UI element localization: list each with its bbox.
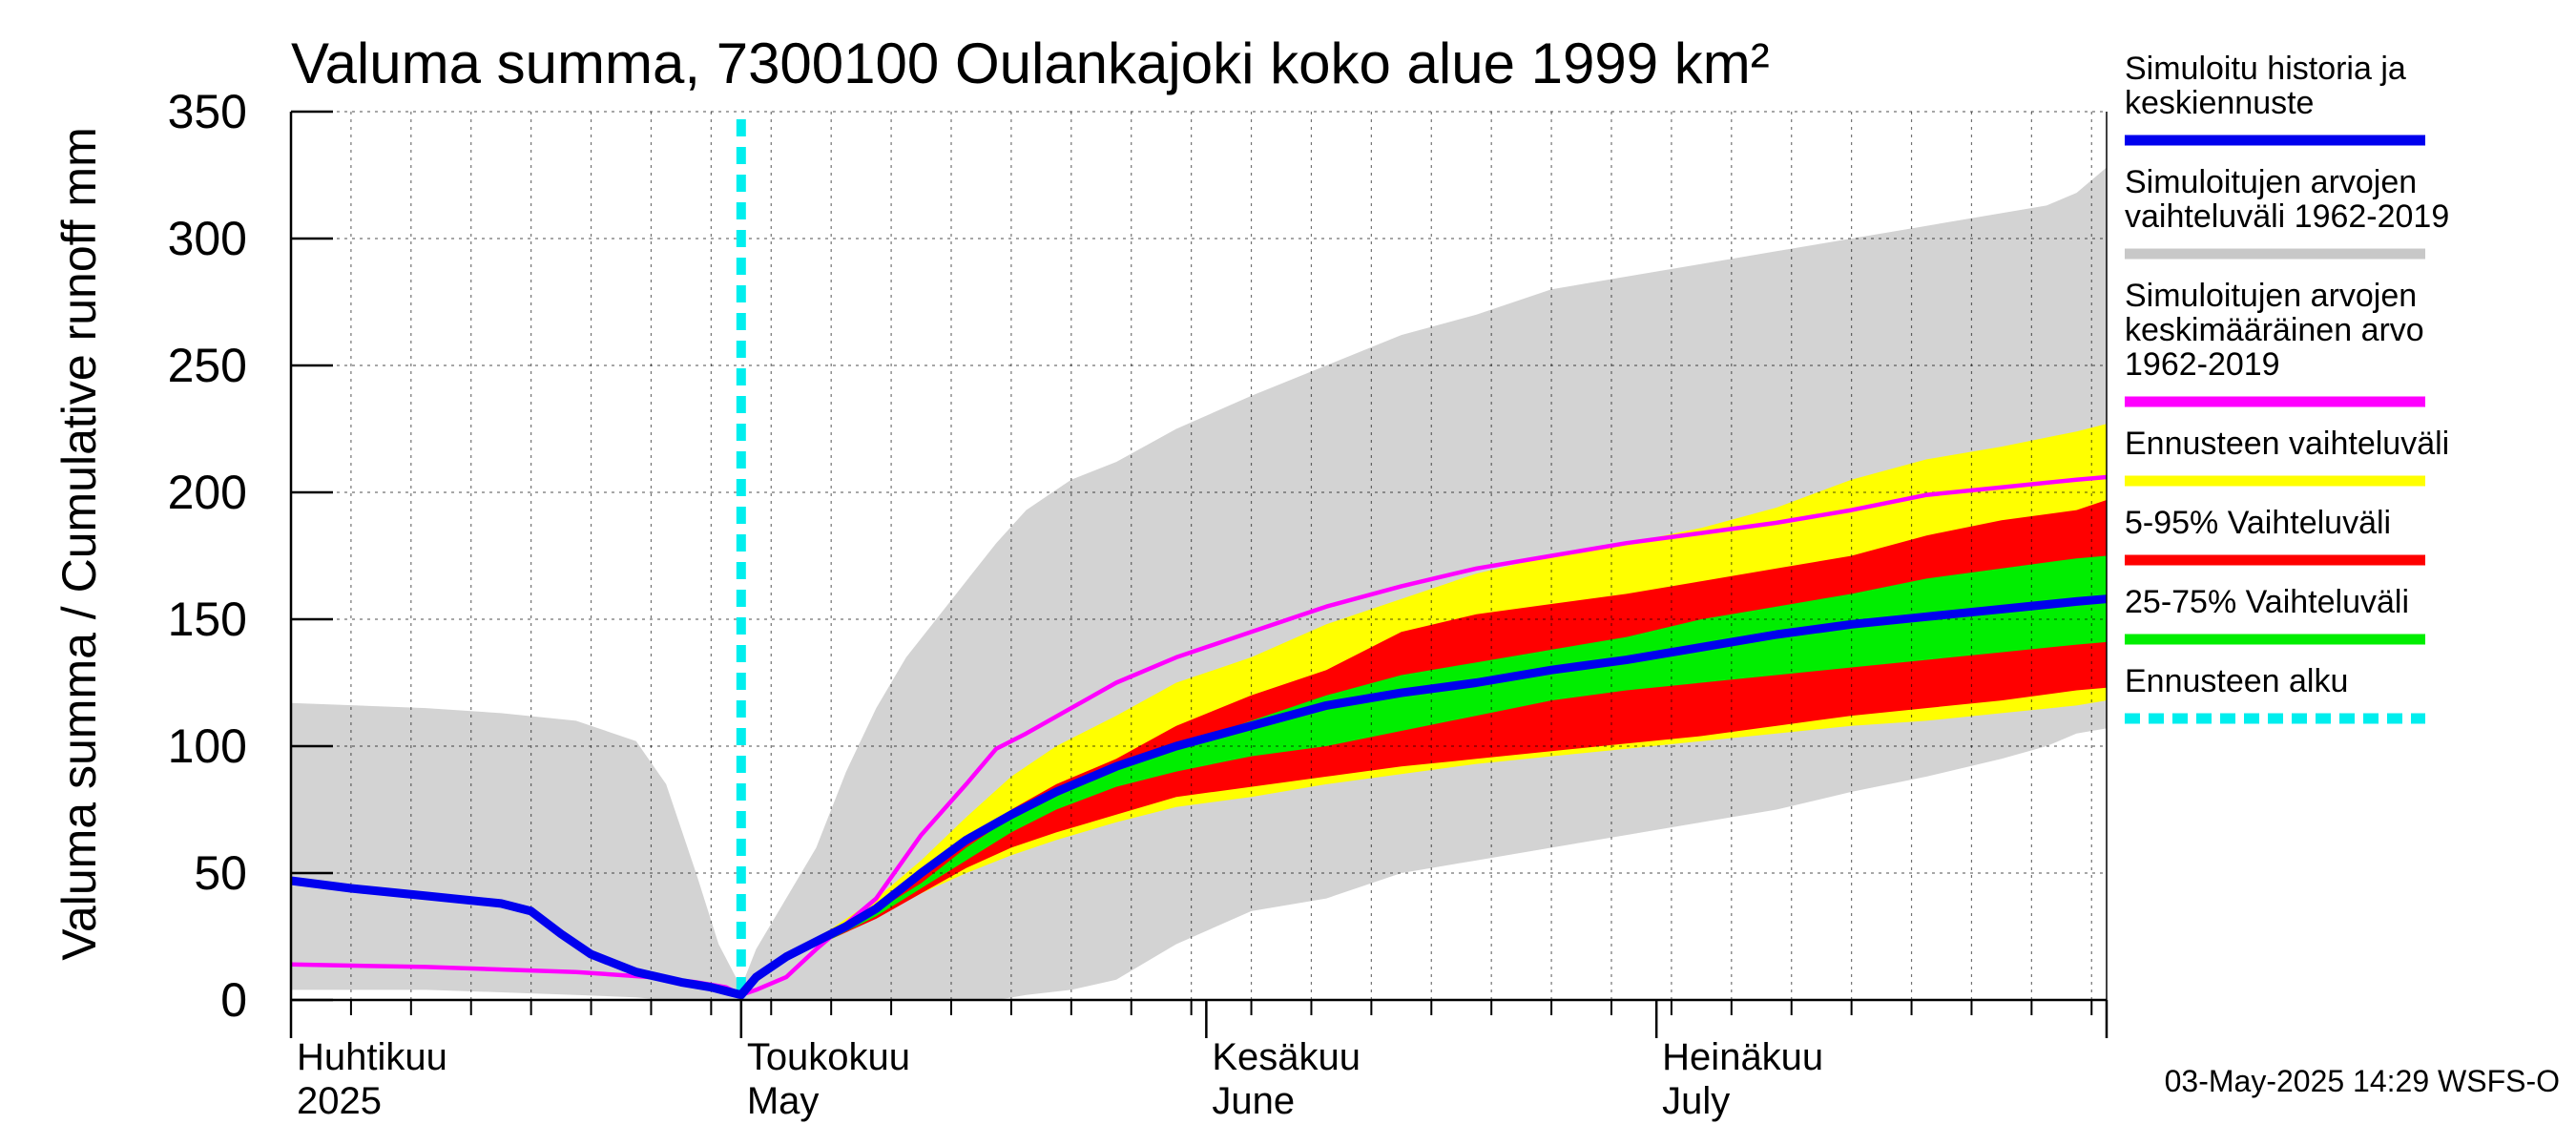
month-label-en: 2025 [297,1080,382,1122]
month-label: Toukokuu [747,1036,910,1078]
legend-label: keskiennuste [2125,85,2314,121]
band-0 [291,167,2107,1000]
y-tick-label: 250 [168,339,247,392]
y-tick-label: 150 [168,593,247,646]
month-label: Heinäkuu [1662,1036,1823,1078]
legend-label: Simuloitujen arvojen [2125,278,2417,314]
y-tick-label: 100 [168,719,247,773]
month-label: Kesäkuu [1212,1036,1361,1078]
legend-label: Ennusteen alku [2125,663,2348,699]
month-label-en: June [1212,1080,1295,1122]
y-tick-label: 300 [168,212,247,265]
legend-label: 5-95% Vaihteluväli [2125,505,2391,541]
legend-label: Ennusteen vaihteluväli [2125,426,2449,462]
band-3 [740,555,2107,995]
legend-label: 1962-2019 [2125,346,2280,383]
legend-label: 25-75% Vaihteluväli [2125,584,2409,620]
series-line-5 [290,594,2108,1000]
y-tick-label: 50 [194,846,247,900]
footer-timestamp: 03-May-2025 14:29 WSFS-O [2165,1064,2560,1098]
month-label: Huhtikuu [297,1036,447,1078]
y-tick-label: 350 [168,85,247,138]
legend-label: vaihteluväli 1962-2019 [2125,198,2449,235]
legend-label: keskimääräinen arvo [2125,312,2424,348]
legend-label: Simuloitu historia ja [2125,51,2406,87]
month-label-en: July [1662,1080,1730,1122]
y-ticks: 0 50 100 150 200 250 300 350 [168,85,333,1027]
y-axis-label: Valuma summa / Cumulative runoff mm [52,127,106,960]
bands-layer [291,167,2107,1000]
chart-title: Valuma summa, 7300100 Oulankajoki koko a… [291,31,1770,95]
legend-label: Simuloitujen arvojen [2125,164,2417,200]
y-tick-label: 0 [220,973,247,1027]
y-tick-label: 200 [168,466,247,519]
lines-layer [290,119,2108,1000]
axes-layer [289,112,2108,1015]
month-label-en: May [747,1080,820,1122]
